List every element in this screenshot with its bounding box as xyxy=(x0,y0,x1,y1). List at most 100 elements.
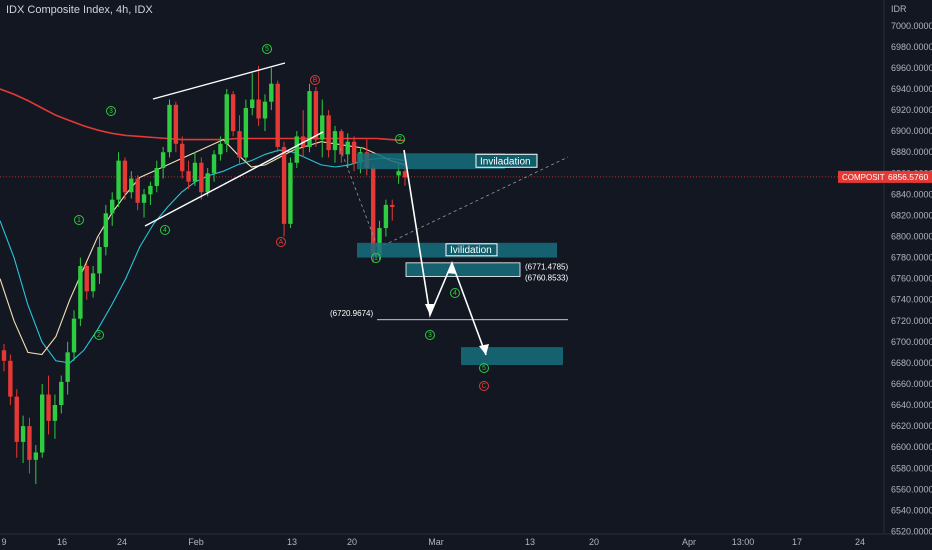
candle-body xyxy=(377,228,382,256)
candle-body xyxy=(281,146,287,224)
wave-label: 3 xyxy=(109,108,113,115)
target-zone xyxy=(461,347,563,366)
candle-body xyxy=(192,162,198,182)
wave-label: B xyxy=(313,77,318,84)
candle-body xyxy=(320,115,325,140)
candle-body xyxy=(326,115,331,151)
x-tick-label: 13:00 xyxy=(732,537,755,547)
wave-label: C xyxy=(481,383,486,390)
y-tick-label: 6900.0000 xyxy=(891,126,932,136)
wave-label-circle xyxy=(262,44,272,54)
x-tick-label: Feb xyxy=(188,537,204,547)
candle-body xyxy=(135,178,140,203)
candle-body xyxy=(122,160,128,193)
y-tick-label: 7000.0000 xyxy=(891,21,932,31)
y-tick-label: 6880.0000 xyxy=(891,147,932,157)
candle-body xyxy=(243,107,249,158)
x-tick-label: Apr xyxy=(682,537,696,547)
zone-label-box xyxy=(475,153,538,168)
wave-label: A xyxy=(279,239,284,246)
arrow-head xyxy=(479,344,489,355)
y-tick-label: 6660.0000 xyxy=(891,379,932,389)
x-tick-label: 20 xyxy=(589,537,599,547)
y-tick-label: 6820.0000 xyxy=(891,210,932,220)
y-tick-label: 6780.0000 xyxy=(891,253,932,263)
target-zone-outline xyxy=(405,262,521,277)
candle-body xyxy=(224,94,229,144)
y-tick-label: 6560.0000 xyxy=(891,484,932,494)
x-tick-label: 9 xyxy=(1,537,6,547)
x-tick-label: 24 xyxy=(117,537,127,547)
wave-label: 4 xyxy=(453,290,457,297)
price-level-label: (6760.8533) xyxy=(525,274,568,283)
y-tick-label: 6680.0000 xyxy=(891,358,932,368)
candle-body xyxy=(218,143,223,155)
y-tick-label: 6580.0000 xyxy=(891,463,932,473)
y-tick-label: 6980.0000 xyxy=(891,42,932,52)
candle-body xyxy=(129,178,134,193)
candle-body xyxy=(84,265,89,292)
candle-body xyxy=(110,199,115,214)
wave-label-circle xyxy=(425,330,435,340)
y-tick-label: 6840.0000 xyxy=(891,189,932,199)
candle-body xyxy=(180,143,185,172)
wave-label-circle xyxy=(106,106,116,116)
y-tick-label: 6740.0000 xyxy=(891,295,932,305)
candle-body xyxy=(230,94,236,132)
wave-label-circle xyxy=(479,381,489,391)
candle-body xyxy=(262,101,268,119)
x-tick-label: 20 xyxy=(347,537,357,547)
candle-body xyxy=(52,405,58,421)
candle-body xyxy=(402,171,408,178)
candle-body xyxy=(370,168,376,256)
price-tag-value-label: 6856.5760 xyxy=(888,172,928,182)
candle-body xyxy=(173,104,179,144)
candle-body xyxy=(27,426,32,460)
candle-body xyxy=(396,171,401,176)
x-tick-label: 24 xyxy=(855,537,865,547)
candle-body xyxy=(199,162,204,193)
candle-body xyxy=(65,352,70,382)
x-tick-label: 13 xyxy=(525,537,535,547)
candle-body xyxy=(8,360,13,397)
wave-label: 3 xyxy=(428,332,432,339)
y-axis-unit: IDR xyxy=(891,4,907,14)
candle-body xyxy=(71,318,77,353)
wave-label-circle xyxy=(479,363,489,373)
y-tick-label: 6540.0000 xyxy=(891,505,932,515)
candle-body xyxy=(250,99,255,108)
candle-body xyxy=(205,173,210,193)
wave-label: 2 xyxy=(398,136,402,143)
projection-path xyxy=(403,149,487,356)
trendline-lower xyxy=(144,131,324,227)
y-tick-label: 6520.0000 xyxy=(891,526,932,536)
candle-body xyxy=(269,83,274,102)
candle-body xyxy=(20,426,26,442)
candle-body xyxy=(14,396,19,442)
y-tick-label: 6600.0000 xyxy=(891,442,932,452)
candle-body xyxy=(383,204,389,229)
y-tick-label: 6800.0000 xyxy=(891,231,932,241)
candle-body xyxy=(307,91,312,147)
candle-body xyxy=(275,83,280,147)
price-level-label: (6771.4785) xyxy=(525,263,568,272)
wave-label: 1 xyxy=(374,255,378,262)
candle-body xyxy=(97,247,102,274)
wave-label: 4 xyxy=(163,227,167,234)
candle-body xyxy=(332,131,338,151)
wave-label-circle xyxy=(310,75,320,85)
moving-average-line xyxy=(0,88,406,142)
candle-body xyxy=(148,185,153,195)
price-tag-value xyxy=(885,170,932,183)
candle-body xyxy=(46,394,51,421)
candle-body xyxy=(141,194,147,203)
price-level-label: (6720.9674) xyxy=(330,309,373,318)
candle-body xyxy=(154,168,159,186)
candle-body xyxy=(351,141,357,163)
candle-body xyxy=(160,152,166,169)
y-tick-label: 6640.0000 xyxy=(891,400,932,410)
y-tick-label: 6700.0000 xyxy=(891,337,932,347)
price-tag-name xyxy=(838,170,885,183)
wave-label-circle xyxy=(94,330,104,340)
